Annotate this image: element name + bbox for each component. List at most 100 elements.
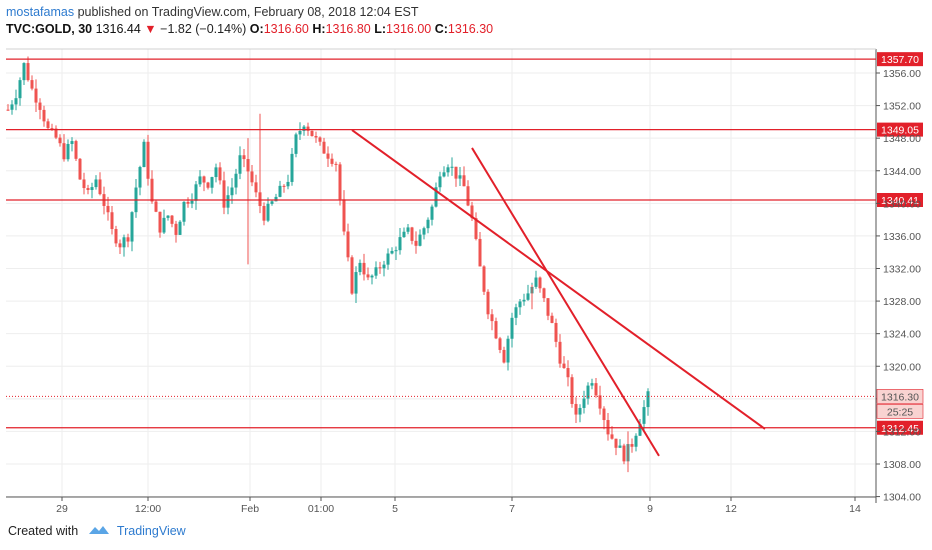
- x-axis-labels: 29 12:00 Feb 01:00 5 7 9 12 14: [56, 497, 861, 515]
- candle-body: [390, 250, 394, 254]
- candle-body: [506, 338, 510, 363]
- candle-body: [610, 434, 614, 439]
- candle-body: [322, 141, 326, 154]
- candle-body: [526, 293, 530, 300]
- candle-body: [382, 264, 386, 269]
- y-axis-labels: 1304.001308.001312.001316.001320.001324.…: [876, 68, 921, 504]
- candle-body: [30, 80, 34, 89]
- price-change: −1.82 (−0.14%): [160, 22, 247, 36]
- created-with-text: Created with: [8, 524, 79, 538]
- low-value: 1316.00: [386, 22, 432, 36]
- published-text: published on TradingView.com, February 0…: [74, 5, 419, 19]
- x-tick-label: 12:00: [135, 503, 161, 515]
- candle-body: [170, 215, 174, 224]
- candle-body: [282, 185, 286, 187]
- candle-body: [94, 179, 98, 188]
- level-tag: [877, 192, 923, 207]
- x-tick-label: 29: [56, 503, 68, 515]
- candle-body: [38, 102, 42, 110]
- x-tick-label: 12: [725, 503, 737, 515]
- y-tick-label: 1332.00: [883, 264, 921, 276]
- candle-body: [590, 383, 594, 386]
- candle-body: [86, 188, 90, 190]
- candle-body: [186, 201, 190, 204]
- candle-body: [138, 167, 142, 188]
- candle-body: [558, 341, 562, 364]
- candle-body: [310, 130, 314, 137]
- candle-body: [42, 109, 46, 122]
- y-tick-label: 1344.00: [883, 166, 921, 178]
- candle-body: [386, 253, 390, 265]
- candle-body: [350, 257, 354, 294]
- candle-body: [50, 128, 54, 130]
- candle-body: [110, 212, 114, 230]
- candle-body: [222, 180, 226, 208]
- candle-body: [326, 153, 330, 159]
- chart-header: mostafamas published on TradingView.com,…: [6, 4, 926, 37]
- candle-body: [490, 314, 494, 322]
- candle-body: [414, 240, 418, 246]
- horizontal-levels[interactable]: 1357.70 1349.05 1340.41 1312.45: [6, 52, 923, 435]
- candle-body: [198, 176, 202, 185]
- candle-body: [442, 172, 446, 177]
- symbol-label[interactable]: TVC:GOLD, 30: [6, 22, 93, 36]
- candle-body: [418, 234, 422, 246]
- candle-body: [570, 377, 574, 404]
- level-label: 1357.70: [881, 54, 919, 66]
- last-price: 1316.44: [95, 22, 141, 36]
- candle-body: [194, 184, 198, 201]
- x-tick-label: 7: [509, 503, 515, 515]
- trendline: [471, 147, 660, 457]
- close-value: 1316.30: [447, 22, 494, 36]
- candle-body: [146, 141, 150, 179]
- candle-body: [354, 272, 358, 294]
- candle-body: [314, 136, 318, 138]
- candle-body: [486, 291, 490, 315]
- candle-body: [174, 223, 178, 235]
- author-link[interactable]: mostafamas: [6, 5, 75, 19]
- candle-body: [634, 435, 638, 447]
- x-tick-label: 9: [647, 503, 653, 515]
- candle-body: [34, 88, 38, 103]
- level-tag: [877, 420, 923, 435]
- candle-body: [230, 187, 234, 196]
- candle-body: [362, 262, 366, 275]
- candle-body: [226, 195, 230, 208]
- candle-body: [426, 219, 430, 229]
- y-tick-label: 1304.00: [883, 492, 921, 504]
- candle-body: [66, 143, 70, 160]
- x-tick-label: 5: [392, 503, 398, 515]
- candle-body: [166, 215, 170, 218]
- candle-body: [498, 338, 502, 350]
- level-label: 1340.41: [881, 195, 919, 207]
- candle-body: [190, 200, 194, 204]
- countdown-tag: [876, 404, 924, 419]
- candle-body: [502, 349, 506, 363]
- candle-body: [374, 267, 378, 276]
- candle-body: [150, 178, 154, 202]
- candle-body: [106, 205, 110, 213]
- high-value: 1316.80: [325, 22, 371, 36]
- candle-body: [302, 126, 306, 131]
- candle-body: [122, 237, 126, 248]
- candle-body: [22, 63, 26, 81]
- candle-body: [26, 63, 30, 81]
- candle-body: [450, 166, 454, 168]
- candle-body: [562, 363, 566, 369]
- candle-body: [178, 221, 182, 235]
- candle-body: [422, 228, 426, 235]
- brand-link[interactable]: TradingView: [116, 524, 186, 538]
- candle-body: [430, 206, 434, 220]
- candle-body: [514, 307, 518, 318]
- candle-body: [358, 262, 362, 273]
- candle-body: [454, 166, 458, 179]
- candle-body: [594, 383, 598, 396]
- y-tick-label: 1336.00: [883, 231, 921, 243]
- level-tag: [877, 122, 923, 137]
- candle-body: [214, 167, 218, 178]
- trendlines[interactable]: [351, 129, 766, 457]
- candle-body: [70, 141, 74, 144]
- candle-body: [82, 179, 86, 189]
- candle-body: [642, 407, 646, 424]
